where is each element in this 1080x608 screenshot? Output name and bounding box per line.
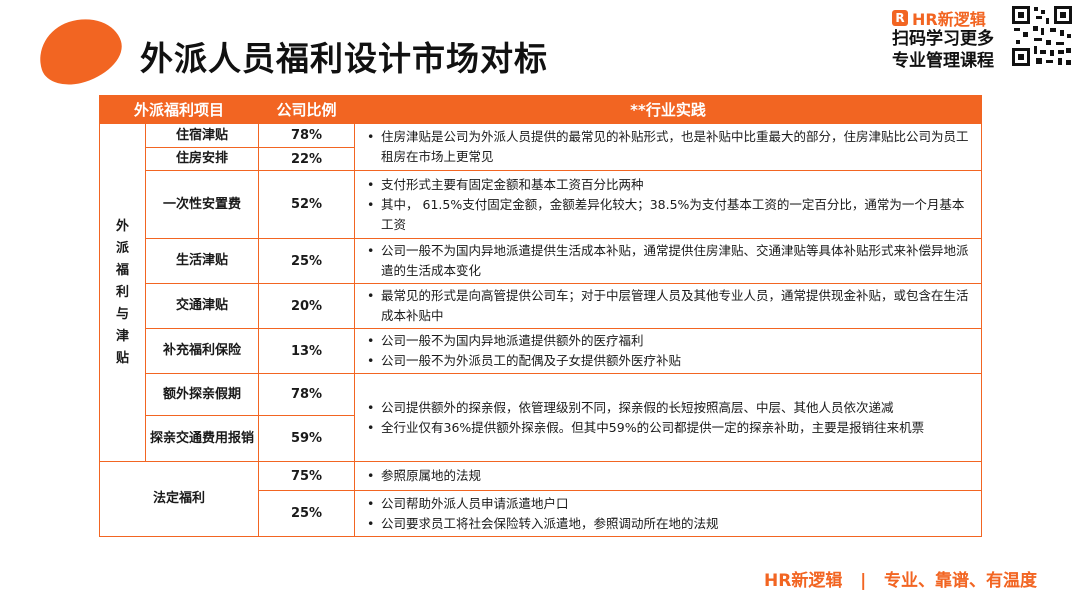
- row-pct: 20%: [258, 283, 356, 329]
- table-header-row: 外派福利项目 公司比例 **行业实践: [98, 95, 983, 124]
- header-item: 外派福利项目: [98, 95, 260, 124]
- practice-bullet: 公司要求员工将社会保险转入派遣地，参照调动所在地的法规: [365, 514, 973, 534]
- row-pct: 59%: [258, 415, 356, 462]
- practice-insurance: 公司一般不为国内异地派遣提供额外的医疗福利 公司一般不为外派员工的配偶及子女提供…: [354, 328, 983, 374]
- practice-home-leave: 公司提供额外的探亲假，依管理级别不同，探亲假的长短按照高层、中层、其他人员依次递…: [354, 373, 983, 462]
- practice-bullet: 公司一般不为国内异地派遣提供额外的医疗福利: [365, 331, 973, 351]
- table-row: 探亲交通费用报销 59%: [100, 415, 982, 462]
- row-pct: 78%: [258, 373, 356, 416]
- promo-text: 扫码学习更多 专业管理课程: [892, 28, 994, 72]
- decorative-orange-blob: [30, 8, 130, 94]
- row-item: 住宿津贴: [144, 123, 260, 148]
- row-item: 补充福利保险: [144, 328, 260, 374]
- row-pct: 22%: [258, 147, 356, 171]
- practice-bullet: 全行业仅有36%提供额外探亲假。但其中59%的公司都提供一定的探亲补助，主要是报…: [365, 418, 973, 438]
- row-item: 住房安排: [144, 147, 260, 171]
- table-row: 额外探亲假期 78% 公司提供额外的探亲假，依管理级别不同，探亲假的长短按照高层…: [100, 373, 983, 462]
- benefits-table: 外派福利项目 公司比例 **行业实践 外派福利与津贴 住宿津贴 78% 住房津贴…: [98, 95, 983, 537]
- brand-icon: R: [892, 10, 908, 26]
- promo-line-2: 专业管理课程: [892, 51, 994, 71]
- row-pct: 75%: [258, 461, 356, 491]
- page-title: 外派人员福利设计市场对标: [140, 39, 548, 78]
- qr-code-icon[interactable]: [1010, 4, 1074, 68]
- brand-name: HR新逻辑: [912, 10, 986, 29]
- row-item: 探亲交通费用报销: [144, 415, 260, 462]
- row-pct: 52%: [258, 170, 356, 239]
- table-row: 一次性安置费 52% 支付形式主要有固定金额和基本工资百分比两种 其中， 61.…: [100, 170, 983, 239]
- table-row: 补充福利保险 13% 公司一般不为国内异地派遣提供额外的医疗福利 公司一般不为外…: [100, 328, 983, 374]
- row-item: 一次性安置费: [144, 170, 260, 239]
- promo-line-1: 扫码学习更多: [892, 29, 994, 49]
- row-pct: 13%: [258, 328, 356, 374]
- row-pct: 78%: [258, 123, 356, 148]
- practice-settlement: 支付形式主要有固定金额和基本工资百分比两种 其中， 61.5%支付固定金额，金额…: [354, 170, 983, 239]
- practice-bullet: 支付形式主要有固定金额和基本工资百分比两种: [365, 175, 973, 195]
- brand-logo: R HR新逻辑: [892, 6, 986, 30]
- table-row: 法定福利 75% 参照原属地的法规: [98, 461, 983, 537]
- table-row: 生活津贴 25% 公司一般不为国内异地派遣提供生活成本补贴，通常提供住房津贴、交…: [100, 238, 983, 284]
- category-expat-allowance: 外派福利与津贴: [99, 123, 146, 462]
- row-item: 交通津贴: [144, 283, 260, 329]
- header-practice: **行业实践: [354, 95, 983, 124]
- category-statutory: 法定福利: [98, 461, 260, 537]
- practice-bullet: 参照原属地的法规: [365, 466, 973, 486]
- practice-bullet: 其中， 61.5%支付固定金额，金额差异化较大；38.5%为支付基本工资的一定百…: [365, 195, 973, 235]
- footer-slogan: HR新逻辑 | 专业、靠谱、有温度: [764, 571, 1038, 591]
- practice-statutory-a: 参照原属地的法规: [354, 461, 983, 491]
- row-item: 额外探亲假期: [144, 373, 260, 416]
- table-row: 外派福利与津贴 住宿津贴 78% 住房津贴是公司为外派人员提供的最常见的补贴形式…: [99, 123, 983, 462]
- practice-transport: 最常见的形式是向高管提供公司车；对于中层管理人员及其他专业人员，通常提供现金补贴…: [354, 283, 983, 329]
- practice-bullet: 公司提供额外的探亲假，依管理级别不同，探亲假的长短按照高层、中层、其他人员依次递…: [365, 398, 973, 418]
- practice-bullet: 公司帮助外派人员申请派遣地户口: [365, 494, 973, 514]
- practice-bullet: 最常见的形式是向高管提供公司车；对于中层管理人员及其他专业人员，通常提供现金补贴…: [365, 286, 973, 326]
- table-row: 交通津贴 20% 最常见的形式是向高管提供公司车；对于中层管理人员及其他专业人员…: [100, 283, 983, 329]
- practice-statutory-b: 公司帮助外派人员申请派遣地户口 公司要求员工将社会保险转入派遣地，参照调动所在地…: [354, 490, 983, 537]
- practice-bullet: 公司一般不为国内异地派遣提供生活成本补贴，通常提供住房津贴、交通津贴等具体补贴形…: [365, 241, 973, 281]
- row-pct: 25%: [258, 490, 356, 537]
- table-row: 25% 公司帮助外派人员申请派遣地户口 公司要求员工将社会保险转入派遣地，参照调…: [100, 490, 983, 537]
- practice-housing: 住房津贴是公司为外派人员提供的最常见的补贴形式，也是补贴中比重最大的部分，住房津…: [354, 123, 983, 171]
- header-ratio: 公司比例: [258, 95, 356, 124]
- practice-bullet: 公司一般不为外派员工的配偶及子女提供额外医疗补贴: [365, 351, 973, 371]
- row-pct: 25%: [258, 238, 356, 284]
- row-item: 生活津贴: [144, 238, 260, 284]
- practice-living: 公司一般不为国内异地派遣提供生活成本补贴，通常提供住房津贴、交通津贴等具体补贴形…: [354, 238, 983, 284]
- practice-bullet: 住房津贴是公司为外派人员提供的最常见的补贴形式，也是补贴中比重最大的部分，住房津…: [365, 127, 973, 167]
